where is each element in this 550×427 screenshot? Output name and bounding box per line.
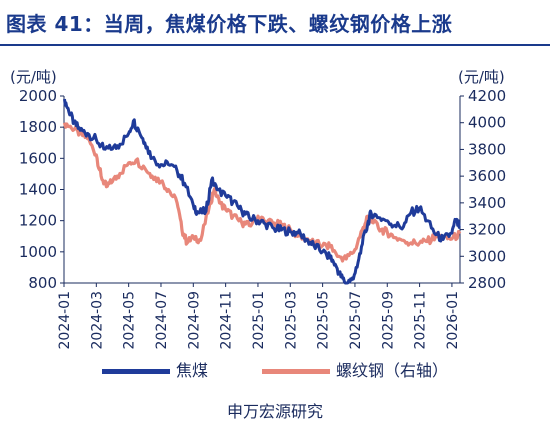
left-tick-label: 800 (28, 274, 57, 292)
left-tick-label: 1800 (19, 118, 57, 136)
x-tick-label: 2025-05 (316, 291, 332, 350)
x-tick-label: 2025-03 (283, 291, 299, 350)
x-tick-label: 2025-11 (413, 291, 429, 350)
right-tick-label: 3800 (468, 140, 506, 158)
right-axis-unit: (元/吨) (458, 68, 505, 86)
left-tick-label: 1600 (19, 149, 57, 167)
x-tick-label: 2024-05 (122, 291, 138, 350)
axes: 800 1000 1200 1400 1600 1800 2000 2800 3000 3200 3… (19, 87, 506, 350)
left-tick-label: 2000 (19, 87, 57, 105)
chart-title: 图表 41：当周，焦煤价格下跌、螺纹钢价格上涨 (6, 12, 453, 36)
x-tick-label: 2024-09 (186, 291, 202, 350)
x-tick-label: 2024-07 (154, 291, 170, 350)
x-tick-label: 2024-11 (219, 291, 235, 350)
source-text: 申万宏源研究 (226, 402, 323, 421)
x-tick-label: 2025-07 (348, 291, 364, 350)
left-axis-unit: (元/吨) (10, 68, 57, 86)
series-line-coke (63, 98, 461, 285)
title-divider (0, 44, 550, 46)
x-tick-label: 2024-03 (89, 291, 105, 350)
series-layer (62, 98, 462, 285)
left-tick-label: 1400 (19, 181, 57, 199)
right-tick-label: 3400 (468, 194, 506, 212)
left-tick-label: 1200 (19, 212, 57, 230)
right-tick-label: 2800 (468, 274, 506, 292)
right-tick-label: 3000 (468, 247, 506, 265)
right-tick-label: 3600 (468, 167, 506, 185)
x-tick-label: 2025-09 (380, 291, 396, 350)
right-tick-label: 4000 (468, 114, 506, 132)
legend-label-coke: 焦煤 (176, 361, 209, 380)
legend-item-rebar: 螺纹钢（右轴） (262, 357, 448, 381)
legend-swatch-coke (102, 369, 170, 374)
legend-swatch-rebar (262, 369, 330, 374)
x-tick-label: 2024-01 (57, 291, 73, 350)
left-tick-label: 1000 (19, 243, 57, 261)
right-tick-label: 3200 (468, 221, 506, 239)
right-tick-label: 4200 (468, 87, 506, 105)
legend-item-coke: 焦煤 (102, 357, 208, 381)
legend-label-rebar: 螺纹钢（右轴） (336, 361, 449, 380)
x-tick-label: 2026-01 (445, 291, 461, 350)
x-tick-label: 2025-01 (251, 291, 267, 350)
